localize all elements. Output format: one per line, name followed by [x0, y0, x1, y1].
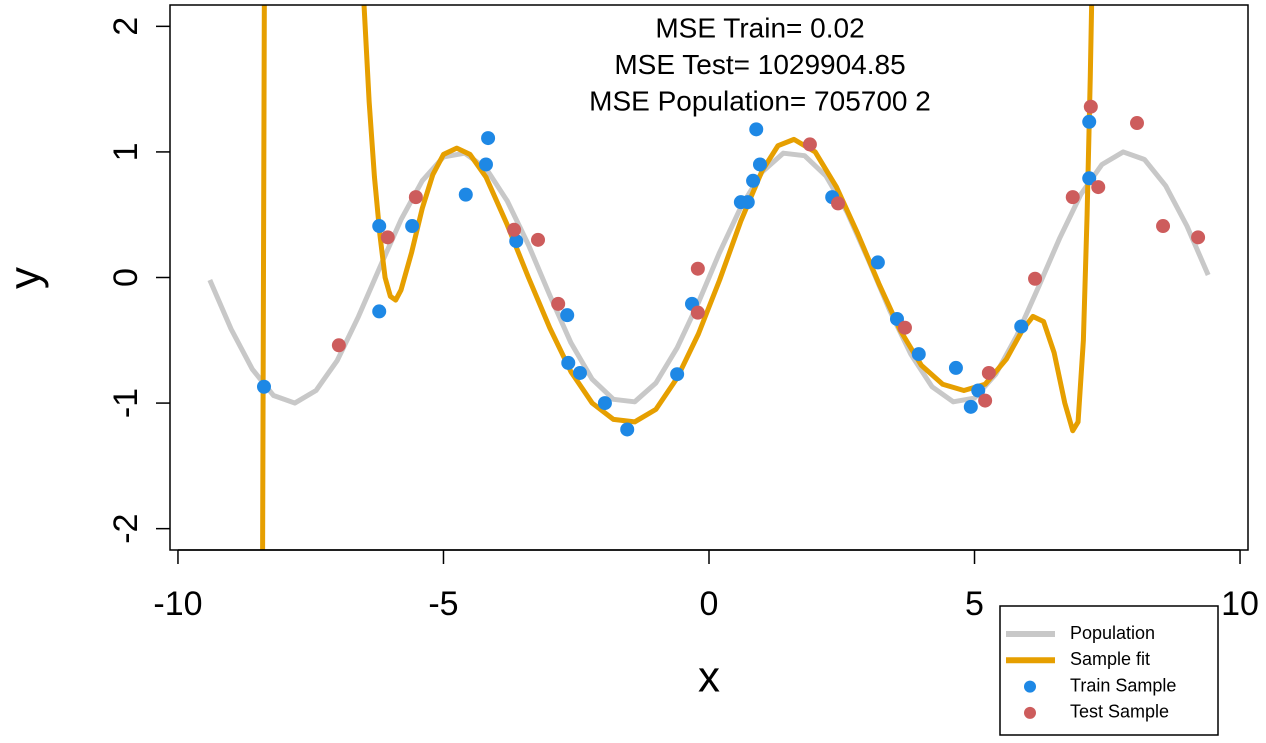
data-point	[831, 196, 846, 211]
y-tick-label: 0	[107, 268, 145, 287]
y-tick-label: -2	[107, 514, 145, 544]
annotation: MSE Population= 705700 2	[589, 85, 931, 116]
series-line	[260, 5, 1095, 550]
data-point	[1082, 171, 1097, 186]
data-point	[963, 399, 978, 414]
data-point	[690, 305, 705, 320]
y-axis-label: y	[1, 267, 50, 289]
data-point	[509, 234, 524, 249]
x-tick-label: 0	[700, 585, 719, 623]
data-point	[620, 422, 635, 437]
legend-label: Sample fit	[1070, 649, 1150, 669]
x-tick-label: 5	[965, 585, 984, 623]
legend-label: Test Sample	[1070, 702, 1169, 722]
data-point	[1082, 114, 1097, 129]
legend-label: Train Sample	[1070, 675, 1176, 695]
data-point	[978, 393, 993, 408]
data-point	[802, 137, 817, 152]
data-point	[458, 187, 473, 202]
data-point	[1065, 190, 1080, 205]
data-point	[256, 379, 271, 394]
data-point	[1156, 219, 1171, 234]
y-tick-label: -1	[107, 388, 145, 418]
legend-label: Population	[1070, 623, 1155, 643]
data-point	[478, 157, 493, 172]
x-tick-label: -10	[153, 585, 202, 623]
annotation: MSE Test= 1029904.85	[614, 49, 905, 80]
data-point	[1091, 180, 1106, 195]
plot-area	[207, 5, 1211, 550]
data-point	[870, 255, 885, 270]
data-point	[560, 308, 575, 323]
data-point	[372, 304, 387, 319]
data-point	[740, 195, 755, 210]
data-point	[572, 365, 587, 380]
data-point	[372, 219, 387, 234]
data-point	[531, 232, 546, 247]
annotation: MSE Train= 0.02	[655, 12, 864, 43]
data-point	[1028, 271, 1043, 286]
data-point	[507, 222, 522, 237]
data-point	[405, 219, 420, 234]
data-point	[331, 338, 346, 353]
data-point	[948, 360, 963, 375]
data-point	[561, 355, 576, 370]
data-point	[1083, 99, 1098, 114]
data-point	[481, 131, 496, 146]
data-point	[1130, 116, 1145, 131]
x-axis-label: x	[698, 653, 720, 702]
data-point	[981, 365, 996, 380]
y-tick-label: 1	[107, 142, 145, 161]
data-point	[749, 122, 764, 137]
y-tick-label: 2	[107, 17, 145, 36]
x-tick-label: 10	[1221, 585, 1259, 623]
data-point	[1014, 319, 1029, 334]
data-point	[690, 261, 705, 276]
data-point	[670, 367, 685, 382]
data-point	[752, 157, 767, 172]
data-point	[746, 173, 761, 188]
data-point	[597, 396, 612, 411]
data-point	[380, 230, 395, 245]
legend-swatch	[1024, 706, 1036, 719]
data-point	[897, 320, 912, 335]
data-point	[911, 347, 926, 362]
data-point	[408, 190, 423, 205]
legend-box	[999, 605, 1219, 736]
legend-swatch	[1024, 680, 1036, 693]
x-tick-label: -5	[428, 585, 458, 623]
data-point	[971, 383, 986, 398]
data-point	[551, 296, 566, 311]
data-point	[1191, 230, 1206, 245]
